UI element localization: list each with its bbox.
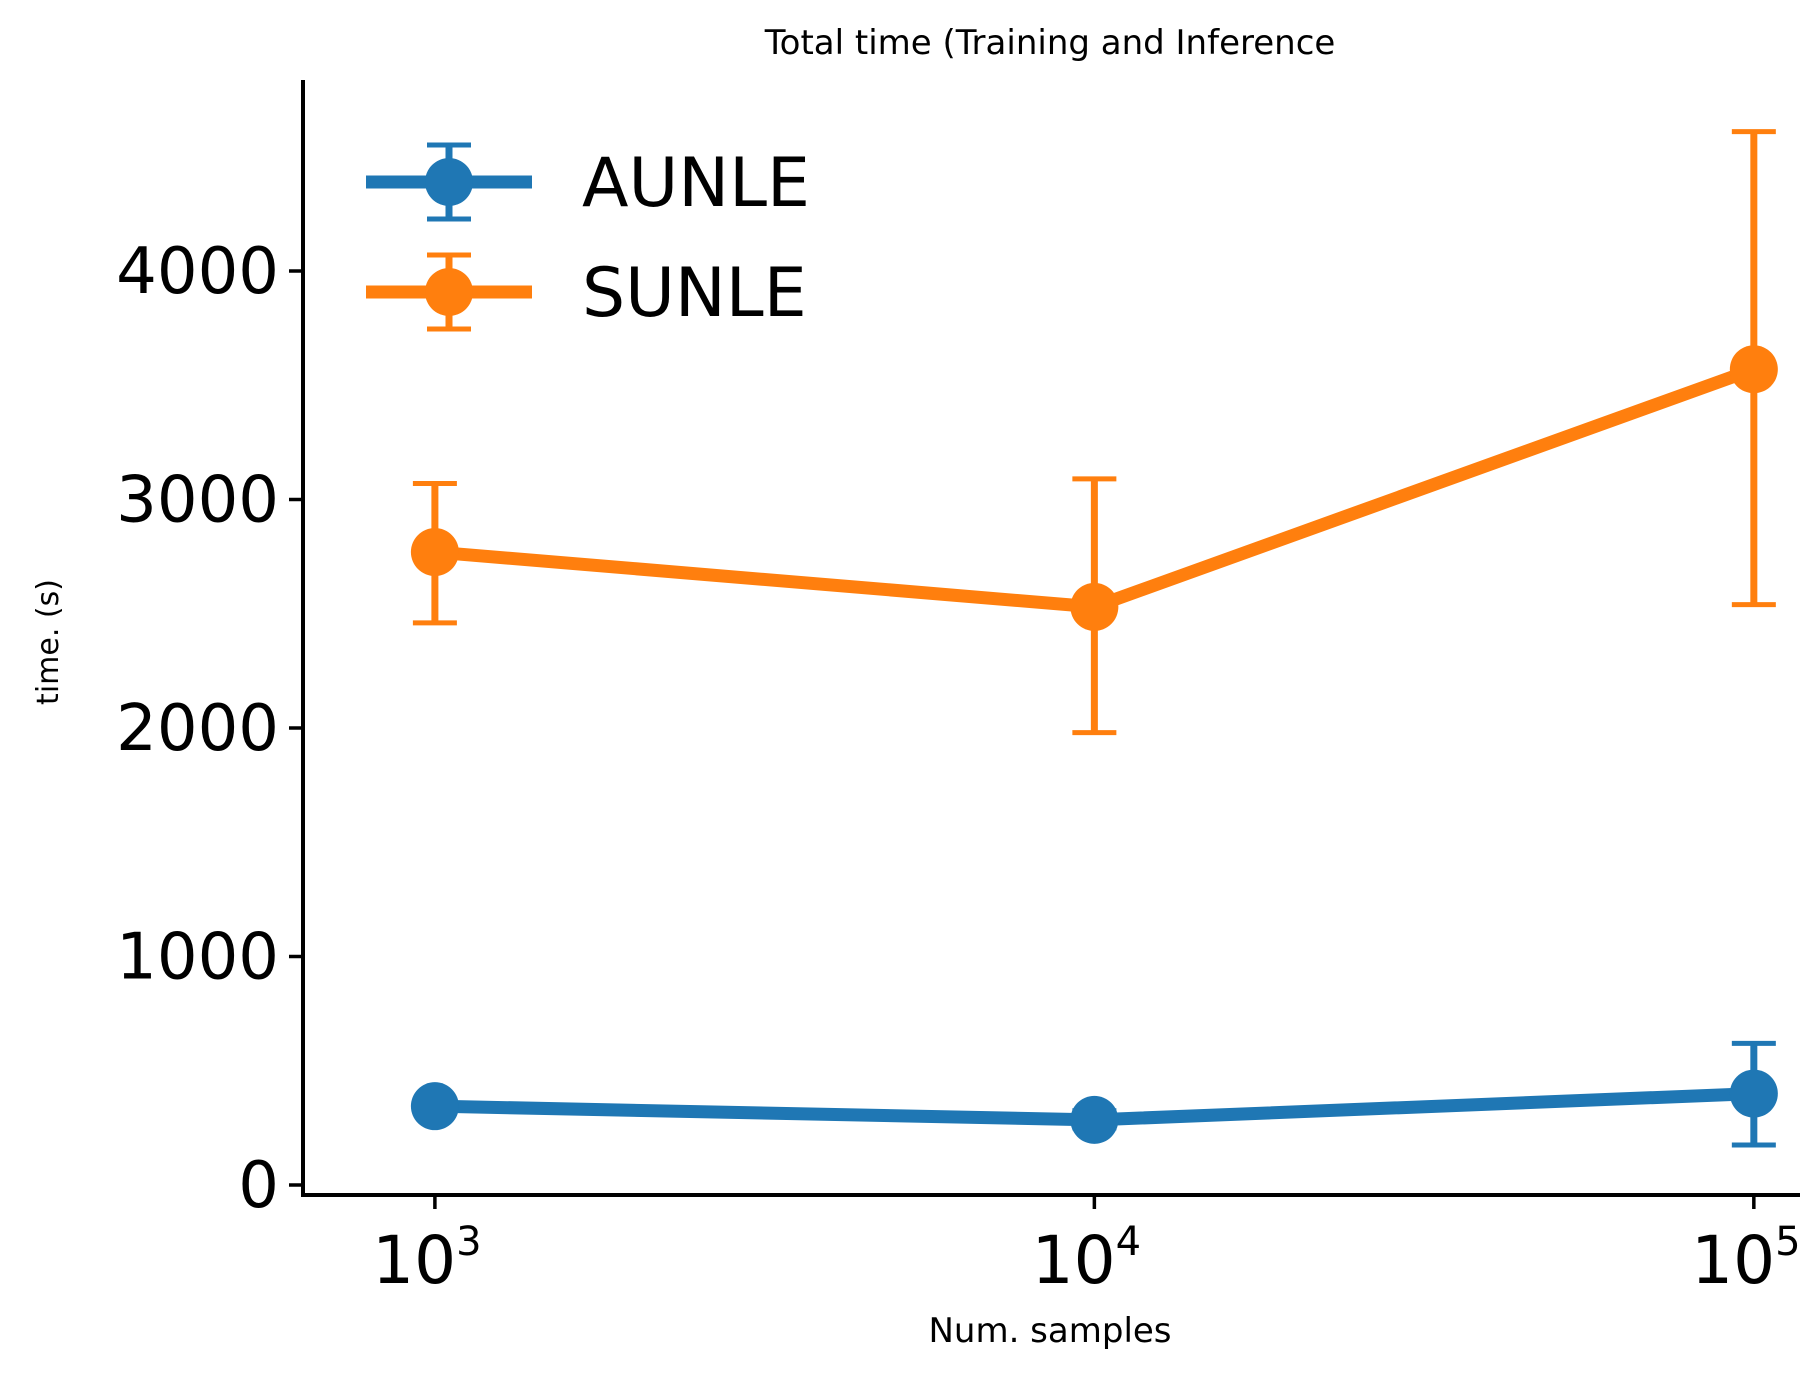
x-axis-label: Num. samples xyxy=(928,1311,1171,1351)
data-point xyxy=(1070,1095,1119,1144)
y-tick-label: 3000 xyxy=(116,464,279,538)
data-point xyxy=(1729,1069,1778,1118)
y-tick-label: 4000 xyxy=(116,235,279,309)
y-tick-label: 2000 xyxy=(116,692,279,766)
data-point xyxy=(410,528,459,577)
chart-title: Total time (Training and Inference xyxy=(764,23,1336,63)
y-tick-label: 0 xyxy=(238,1149,279,1223)
y-tick-label: 1000 xyxy=(116,921,279,995)
legend-marker xyxy=(425,268,473,316)
legend-entry-aunle: AUNLE xyxy=(366,142,810,223)
data-point xyxy=(410,1082,459,1131)
data-point xyxy=(1070,582,1119,631)
series-aunle xyxy=(410,1040,1778,1148)
legend: AUNLE SUNLE xyxy=(366,142,810,333)
legend-entry-sunle: SUNLE xyxy=(366,252,807,333)
x-tick-label: 105 xyxy=(1691,1219,1800,1299)
data-point xyxy=(1729,345,1778,394)
y-axis-label: time. (s) xyxy=(31,579,66,705)
series-sunle xyxy=(410,129,1778,736)
legend-label: AUNLE xyxy=(582,144,810,223)
plot-area: 0 1000 2000 3000 4000 103 104 105 xyxy=(116,80,1801,1299)
x-tick-label: 103 xyxy=(372,1219,481,1299)
legend-label: SUNLE xyxy=(582,254,807,333)
legend-marker xyxy=(425,158,473,206)
x-tick-label: 104 xyxy=(1032,1219,1141,1299)
